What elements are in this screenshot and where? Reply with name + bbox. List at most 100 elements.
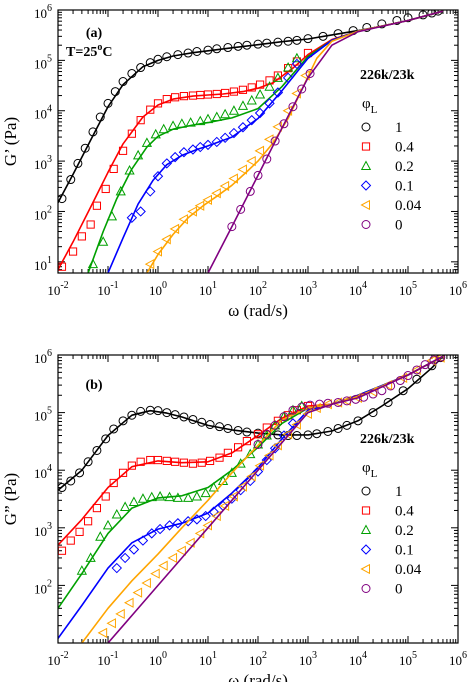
data-point-1 bbox=[92, 445, 102, 455]
data-point-1 bbox=[127, 68, 137, 78]
x-tick-label: 105 bbox=[399, 280, 417, 298]
legend-label: 0 bbox=[395, 218, 403, 234]
data-point-0.2 bbox=[245, 448, 256, 459]
series-0 bbox=[207, 10, 444, 273]
data-point-0.4 bbox=[86, 220, 95, 229]
y-tick-exponent: 2 bbox=[47, 578, 52, 589]
y-tick-label: 104 bbox=[34, 104, 52, 122]
data-point-0.2 bbox=[246, 94, 257, 105]
data-point-0.1 bbox=[202, 139, 214, 151]
data-point-0.1 bbox=[178, 147, 190, 158]
data-point-0.1 bbox=[126, 212, 138, 223]
data-point-1 bbox=[188, 414, 198, 424]
model-curve-0.4 bbox=[58, 10, 444, 270]
legend-label: 0.04 bbox=[395, 562, 422, 578]
y-tick-exponent: 1 bbox=[47, 255, 52, 266]
data-point-0.1 bbox=[111, 562, 123, 574]
legend-item: 0.1 bbox=[360, 179, 414, 195]
data-point-0.4 bbox=[273, 71, 282, 80]
data-point-0.04 bbox=[161, 234, 171, 245]
data-point-1 bbox=[223, 43, 233, 53]
data-point-1 bbox=[383, 397, 393, 407]
sample-label: 226k/23k bbox=[360, 68, 415, 83]
legend-marker-0.04 bbox=[360, 563, 370, 575]
legend-marker-0 bbox=[361, 220, 371, 229]
legend-marker-0.1 bbox=[360, 544, 372, 555]
data-point-0 bbox=[262, 154, 272, 164]
model-curve-0.04 bbox=[81, 355, 444, 643]
legend: 1 0.4 0.2 0.1 0.04 0 bbox=[360, 484, 422, 598]
legend-label: 0 bbox=[395, 582, 403, 598]
legend-label: 0.1 bbox=[395, 179, 414, 195]
data-point-0.4 bbox=[171, 93, 180, 102]
data-point-0.4 bbox=[215, 453, 224, 462]
data-point-0.04 bbox=[124, 597, 134, 608]
legend-title-sub: L bbox=[371, 104, 378, 116]
y-tick-exponent: 4 bbox=[47, 463, 52, 474]
data-point-1 bbox=[253, 39, 263, 49]
x-tick-base: 10 bbox=[349, 653, 362, 668]
series-1 bbox=[58, 355, 446, 493]
y-tick-base: 10 bbox=[34, 409, 47, 424]
data-point-0.1 bbox=[145, 186, 156, 197]
data-point-0.04 bbox=[254, 145, 265, 156]
data-point-0.4 bbox=[66, 536, 75, 545]
data-point-0.1 bbox=[254, 107, 266, 119]
legend-label: 0.4 bbox=[395, 504, 414, 520]
y-tick-label: 106 bbox=[34, 348, 52, 366]
legend-item: 0.2 bbox=[360, 523, 414, 539]
x-tick-base: 10 bbox=[399, 653, 412, 668]
data-point-0 bbox=[279, 412, 289, 422]
data-point-0 bbox=[351, 394, 361, 404]
data-point-0.4 bbox=[92, 503, 102, 513]
data-point-0.4 bbox=[242, 437, 252, 446]
legend-item: 0 bbox=[361, 218, 403, 234]
data-point-0.2 bbox=[172, 492, 184, 502]
data-point-0 bbox=[227, 222, 237, 232]
data-point-0.4 bbox=[188, 459, 198, 468]
x-tick-base: 10 bbox=[449, 653, 462, 668]
data-point-0.1 bbox=[146, 528, 157, 539]
data-point-0.1 bbox=[228, 127, 240, 139]
x-tick-label: 101 bbox=[199, 280, 217, 298]
data-point-1 bbox=[183, 48, 193, 58]
data-point-0.4 bbox=[109, 164, 118, 173]
data-point-0.1 bbox=[282, 72, 294, 84]
data-point-1 bbox=[292, 431, 302, 441]
degree-sup: o bbox=[97, 42, 102, 53]
data-point-0.1 bbox=[200, 510, 211, 522]
data-point-0.1 bbox=[272, 87, 284, 98]
data-point-1 bbox=[75, 468, 85, 478]
data-point-0 bbox=[288, 405, 298, 415]
x-tick-base: 10 bbox=[249, 653, 262, 668]
temperature-annotation: T=25oC bbox=[66, 42, 112, 60]
legend: 1 0.4 0.2 0.1 0.04 0 bbox=[360, 120, 422, 234]
legend-marker-0.2 bbox=[360, 524, 372, 534]
data-point-0.4 bbox=[179, 92, 189, 101]
data-point-0.1 bbox=[135, 206, 146, 217]
data-point-1 bbox=[66, 175, 76, 185]
y-axis-label: G’ (Pa) bbox=[1, 117, 20, 166]
data-point-1 bbox=[88, 127, 98, 137]
data-point-0.04 bbox=[228, 173, 238, 184]
legend-marker-0 bbox=[361, 584, 371, 593]
data-point-0.4 bbox=[234, 443, 243, 452]
data-point-0.4 bbox=[136, 457, 145, 466]
model-curve-0 bbox=[207, 10, 444, 273]
x-tick-exponent: 0 bbox=[162, 280, 167, 291]
data-point-0.4 bbox=[146, 105, 155, 114]
data-point-0.4 bbox=[136, 116, 145, 125]
legend-marker-0.04 bbox=[360, 199, 370, 211]
data-point-0.2 bbox=[185, 117, 196, 127]
data-point-0.04 bbox=[152, 246, 162, 257]
x-tick-exponent: 4 bbox=[362, 650, 367, 661]
data-point-0.04 bbox=[246, 155, 256, 167]
x-tick-exponent: -1 bbox=[110, 650, 118, 661]
data-point-0 bbox=[245, 186, 255, 196]
data-point-0.1 bbox=[137, 535, 149, 546]
legend-title-phi: φ bbox=[362, 96, 371, 112]
data-point-0.1 bbox=[235, 484, 246, 496]
x-tick-exponent: -2 bbox=[60, 650, 68, 661]
x-tick-label: 103 bbox=[299, 280, 317, 298]
data-point-0 bbox=[403, 371, 413, 381]
